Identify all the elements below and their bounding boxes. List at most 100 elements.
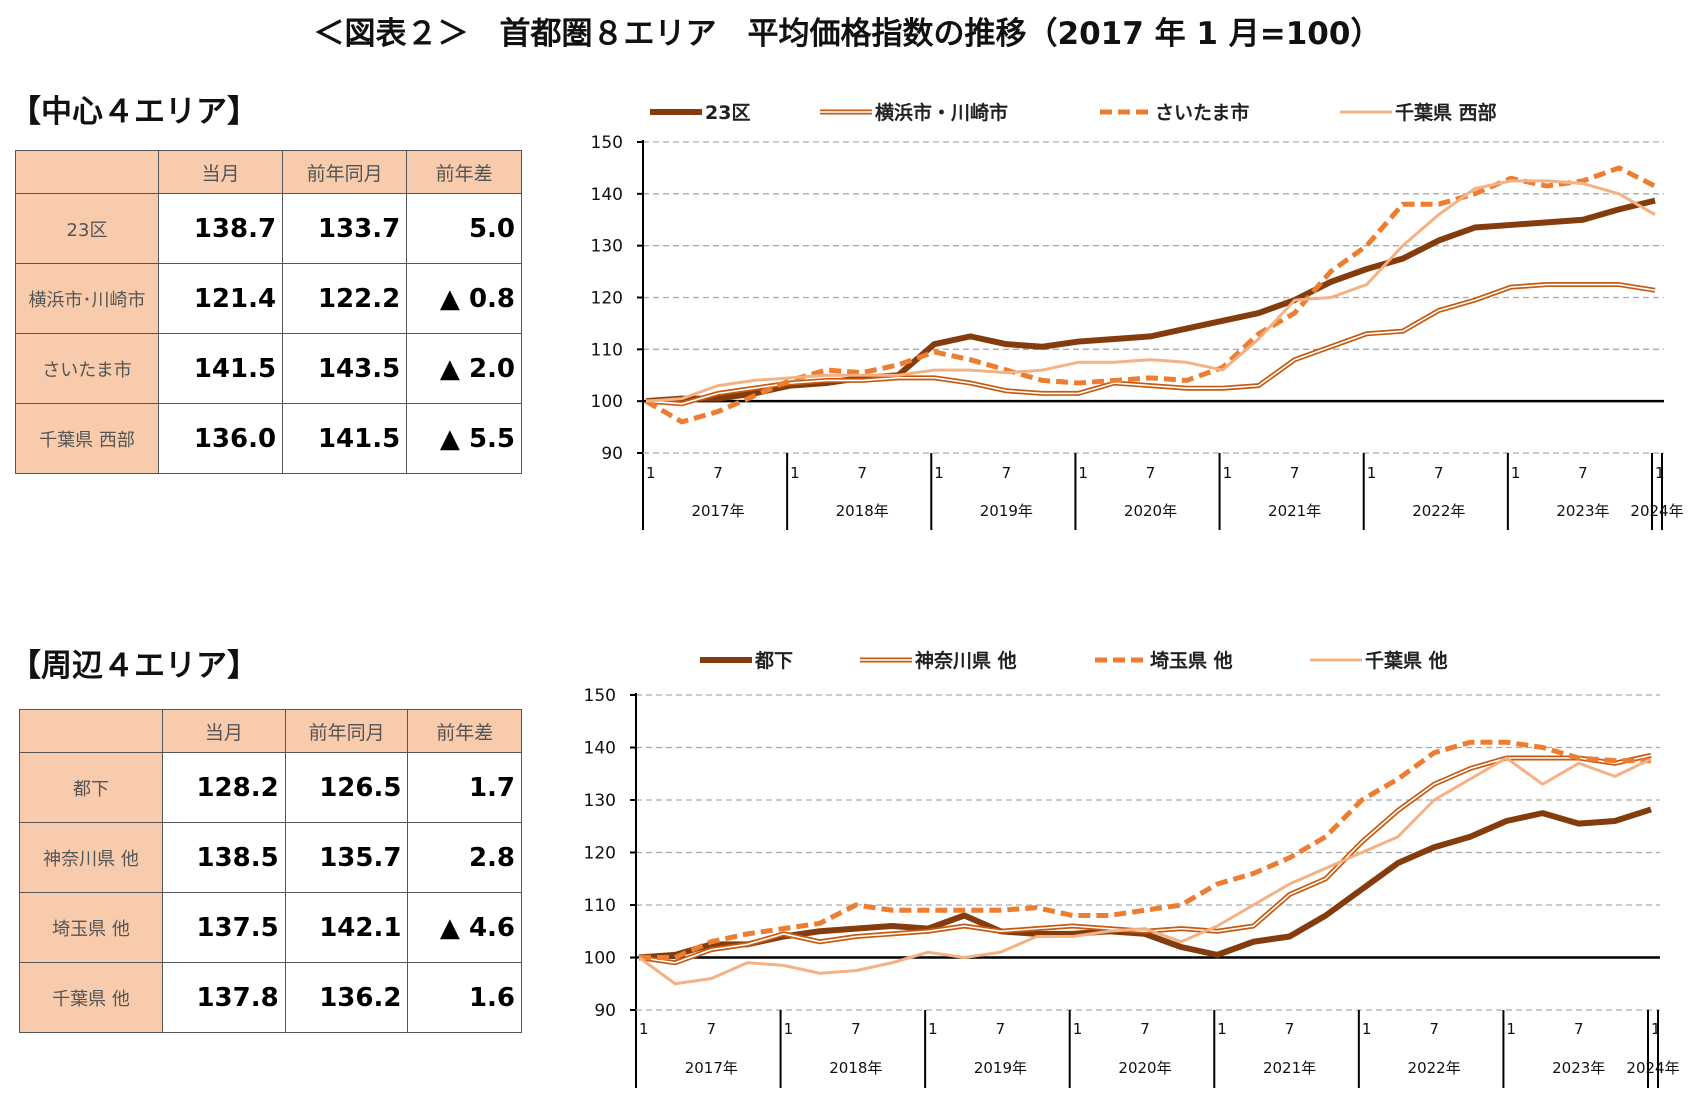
month-tick-label: 1 [1655, 464, 1665, 482]
year-label: 2022年 [1408, 1059, 1461, 1077]
peripheral-areas-table: 当月 前年同月 前年差 都下 128.2 126.5 1.7 神奈川県 他 138.5 135.7… [19, 709, 522, 1033]
cell-value: ▲ 2.0 [406, 333, 522, 404]
column-header: 当月 [162, 709, 286, 753]
y-tick-label: 150 [584, 686, 616, 706]
year-label: 2017年 [685, 1059, 738, 1077]
month-tick-label: 1 [1362, 1020, 1372, 1038]
column-header: 前年差 [407, 709, 522, 753]
column-header: 当月 [157, 150, 284, 194]
month-tick-label: 7 [857, 464, 867, 482]
y-tick-label: 130 [584, 791, 616, 811]
legend-label: 埼玉県 他 [1150, 649, 1233, 672]
table-row: 23区 138.7 133.7 5.0 [15, 193, 522, 264]
legend-label: 都下 [754, 650, 793, 672]
cell-value: 135.7 [284, 822, 409, 893]
cell-value: 136.0 [157, 403, 284, 474]
cell-value: 122.2 [282, 263, 408, 334]
series-line-inner [645, 283, 1656, 405]
y-tick-label: 90 [594, 1001, 616, 1021]
month-tick-label: 1 [1078, 464, 1088, 482]
year-label: 2019年 [974, 1059, 1027, 1077]
cell-value: 1.6 [407, 962, 522, 1033]
year-label: 2018年 [836, 502, 889, 520]
y-tick-label: 100 [584, 949, 616, 969]
cell-value: ▲ 4.6 [407, 892, 522, 963]
cell-value: 133.7 [282, 193, 408, 264]
month-tick-label: 1 [1506, 1020, 1516, 1038]
y-tick-label: 120 [591, 289, 623, 309]
table-row: 横浜市･川崎市 121.4 122.2 ▲ 0.8 [15, 263, 522, 334]
page-title: ＜図表２＞ 首都圏８エリア 平均価格指数の推移（2017 年 1 月=100） [313, 16, 1382, 52]
y-tick-label: 140 [584, 739, 616, 759]
month-tick-label: 1 [928, 1020, 938, 1038]
month-tick-label: 7 [1285, 1020, 1295, 1038]
month-tick-label: 1 [1217, 1020, 1227, 1038]
month-tick-label: 7 [1290, 464, 1300, 482]
column-header: 前年同月 [282, 150, 408, 194]
month-tick-label: 7 [1140, 1020, 1150, 1038]
cell-value: 141.5 [282, 403, 408, 474]
column-header [19, 709, 163, 753]
cell-value: 128.2 [162, 752, 286, 823]
cell-value: 141.5 [157, 333, 284, 404]
section-heading-peripheral: 【周辺４エリア】 [10, 648, 258, 684]
month-tick-label: 1 [1511, 464, 1521, 482]
month-tick-label: 1 [784, 1020, 794, 1038]
table-row: 神奈川県 他 138.5 135.7 2.8 [19, 822, 522, 893]
y-tick-label: 150 [591, 133, 623, 153]
year-label: 2024年 [1630, 502, 1683, 520]
series-line-inner [638, 754, 1652, 964]
row-label: 都下 [19, 752, 163, 823]
y-tick-label: 110 [584, 896, 616, 916]
cell-value: 136.2 [284, 962, 409, 1033]
y-tick-label: 90 [601, 444, 623, 464]
series-line-2 [644, 165, 1657, 425]
cell-value: 2.8 [407, 822, 522, 893]
legend-label: 千葉県 西部 [1395, 101, 1497, 124]
year-label: 2021年 [1268, 502, 1321, 520]
series-line-3 [645, 179, 1656, 403]
month-tick-label: 1 [1223, 464, 1233, 482]
row-label: 千葉県 西部 [15, 403, 159, 474]
legend-label: 千葉県 他 [1365, 649, 1448, 672]
y-tick-label: 130 [591, 237, 623, 257]
cell-value: 5.0 [406, 193, 522, 264]
row-label: 千葉県 他 [19, 962, 163, 1033]
cell-value: ▲ 0.8 [406, 263, 522, 334]
month-tick-label: 7 [1574, 1020, 1584, 1038]
month-tick-label: 7 [707, 1020, 717, 1038]
year-label: 2021年 [1263, 1059, 1316, 1077]
month-tick-label: 7 [1429, 1020, 1439, 1038]
year-label: 2017年 [691, 502, 744, 520]
legend-label: さいたま市 [1155, 101, 1249, 124]
year-label: 2024年 [1626, 1059, 1679, 1077]
cell-value: 1.7 [407, 752, 522, 823]
y-tick-label: 100 [591, 392, 623, 412]
month-tick-label: 1 [646, 464, 656, 482]
y-tick-label: 140 [591, 185, 623, 205]
year-label: 2023年 [1552, 1059, 1605, 1077]
month-tick-label: 7 [1146, 464, 1156, 482]
table-row: 千葉県 他 137.8 136.2 1.6 [19, 962, 522, 1033]
series-line-3 [638, 756, 1652, 986]
month-tick-label: 7 [1578, 464, 1588, 482]
year-label: 2020年 [1124, 502, 1177, 520]
series-line-0 [645, 197, 1656, 405]
table-row: さいたま市 141.5 143.5 ▲ 2.0 [15, 333, 522, 404]
year-label: 2019年 [980, 502, 1033, 520]
month-tick-label: 1 [1367, 464, 1377, 482]
central-areas-table: 当月 前年同月 前年差 23区 138.7 133.7 5.0 横浜市･川崎市 121.4 122… [15, 150, 522, 474]
cell-value: 138.7 [157, 193, 284, 264]
month-tick-label: 7 [1434, 464, 1444, 482]
y-tick-label: 120 [584, 844, 616, 864]
row-label: 横浜市･川崎市 [15, 263, 159, 334]
month-tick-label: 7 [851, 1020, 861, 1038]
series-line-2 [639, 739, 1651, 960]
cell-value: 137.8 [162, 962, 286, 1033]
table-row: 都下 128.2 126.5 1.7 [19, 752, 522, 823]
month-tick-label: 7 [713, 464, 723, 482]
year-label: 2018年 [829, 1059, 882, 1077]
year-label: 2023年 [1556, 502, 1609, 520]
cell-value: 126.5 [284, 752, 409, 823]
